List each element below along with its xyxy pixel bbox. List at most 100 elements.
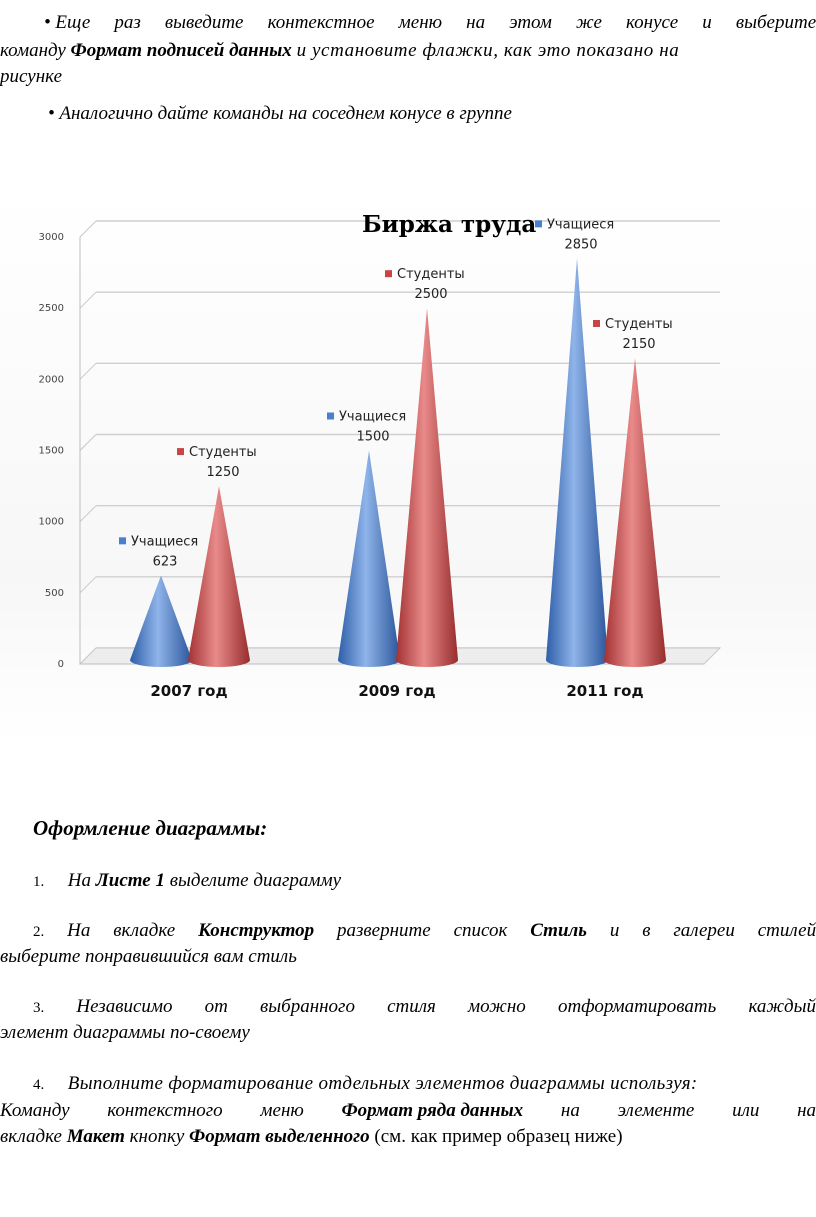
- data-label-value: 1250: [206, 465, 239, 480]
- step-number: 2.: [33, 924, 45, 940]
- data-label-value: 2500: [414, 287, 447, 302]
- gridline-edge: [79, 220, 97, 238]
- word: отформатировать: [557, 996, 717, 1017]
- step-4-line-1: 4. Выполните форматирование отдельных эл…: [33, 1073, 698, 1095]
- word: вкладке: [113, 920, 176, 941]
- gridline-edge: [79, 362, 97, 380]
- data-label-series: Учащиеся: [131, 534, 198, 549]
- text: (см. как пример образец ниже): [374, 1126, 623, 1147]
- word: выбранного: [260, 996, 355, 1017]
- word: и: [702, 12, 712, 33]
- gridline-edge: [79, 576, 97, 594]
- cone-Учащиеся: [130, 575, 192, 667]
- bullet-1-line-2: команду Формат подписей данных и установ…: [0, 40, 679, 62]
- y-tick-label: 3000: [39, 232, 64, 243]
- word: каждый: [748, 996, 816, 1017]
- word: на: [466, 12, 486, 33]
- x-category-label: 2007 год: [150, 682, 227, 700]
- x-category-label: 2009 год: [358, 682, 435, 700]
- gridline-edge: [79, 434, 97, 451]
- step-4-line-3: вкладке Макет кнопку Формат выделенного …: [0, 1126, 623, 1148]
- bold-text: Макет: [66, 1126, 125, 1147]
- bullet-1-line-3: рисунке: [0, 66, 63, 87]
- text: кнопку: [129, 1126, 185, 1147]
- word: этом: [509, 12, 552, 33]
- y-tick-label: 2500: [39, 303, 64, 314]
- data-label-value: 2150: [622, 337, 655, 352]
- y-tick-label: 1500: [39, 446, 64, 457]
- cone-Учащиеся: [338, 450, 400, 667]
- data-label-value: 2850: [564, 237, 597, 252]
- legend-key: [385, 270, 392, 278]
- word: и: [609, 920, 620, 941]
- cone-Учащиеся: [546, 258, 608, 667]
- word: Команду: [0, 1100, 70, 1121]
- step-number: 3.: [33, 1000, 45, 1016]
- bold-word: Конструктор: [198, 920, 315, 941]
- text: и установите флажки, как это показано на: [296, 40, 680, 61]
- data-label-series: Учащиеся: [339, 410, 406, 425]
- text: Выполните форматирование отдельных элеме…: [67, 1073, 698, 1094]
- chart-svg: 0 500 1000 1500 2000 2500 3000 2007 год Учащиес…: [39, 211, 722, 700]
- word: или: [732, 1100, 760, 1121]
- legend-key: [177, 448, 184, 456]
- cones: [130, 258, 666, 667]
- bold-text: Формат подписей данных: [70, 40, 292, 61]
- step-1: 1. На Листе 1 выделите диаграмму: [33, 870, 341, 892]
- y-tick-label: 0: [58, 659, 64, 670]
- data-label-value: 1500: [356, 430, 389, 445]
- word: разверните: [337, 920, 431, 941]
- step-3-line-1: 3. Независимо от выбранного стиля можно …: [33, 996, 816, 1018]
- step-2-line-2: выберите понравившийся вам стиль: [0, 946, 297, 967]
- word: На: [67, 920, 91, 941]
- word: же: [576, 12, 602, 33]
- word: выберите: [735, 12, 816, 33]
- legend-key: [327, 412, 334, 420]
- chart-title: Биржа труда: [362, 211, 536, 238]
- word: элементе: [617, 1100, 695, 1121]
- bold-word: Формат ряда данных: [341, 1100, 524, 1121]
- section-heading: Оформление диаграммы:: [33, 816, 268, 840]
- labels: 2007 год Учащиеся 623 Студенты 1250 2009 год У…: [119, 217, 673, 700]
- text: выделите диаграмму: [169, 870, 342, 891]
- word: Независимо: [76, 996, 173, 1017]
- cone-Студенты: [396, 308, 458, 667]
- y-tick-label: 1000: [39, 517, 64, 528]
- text: На: [67, 870, 91, 891]
- gridline-edge: [79, 505, 97, 523]
- word: в: [642, 920, 651, 941]
- cone-Студенты: [188, 486, 250, 667]
- bold-word: Стиль: [530, 920, 587, 941]
- bold-text: Листе 1: [95, 870, 165, 891]
- step-2-line-1: 2. На вкладке Конструктор разверните спи…: [33, 920, 816, 942]
- bold-text: Формат выделенного: [189, 1126, 370, 1147]
- text: вкладке: [0, 1126, 62, 1147]
- bullet-2: • Аналогично дайте команды на соседнем к…: [48, 103, 512, 124]
- legend-key: [119, 537, 126, 545]
- word: список: [453, 920, 508, 941]
- word: раз: [114, 12, 141, 33]
- step-4-line-2: Команду контекстного меню Формат ряда да…: [0, 1100, 816, 1122]
- bullet-1-line-1: • Еще раз выведите контекстное меню на э…: [44, 12, 816, 34]
- word: контекстного: [107, 1100, 223, 1121]
- legend-key: [593, 319, 600, 327]
- step-3-line-2: элемент диаграммы по-своему: [0, 1022, 250, 1043]
- word: стилей: [757, 920, 816, 941]
- word: • Еще: [44, 12, 91, 33]
- word: на: [560, 1100, 580, 1121]
- word: стиля: [387, 996, 436, 1017]
- cone-Студенты: [604, 357, 666, 667]
- text: команду: [0, 40, 66, 61]
- chart: 0 500 1000 1500 2000 2500 3000 2007 год Учащиес…: [0, 188, 816, 745]
- word: можно: [468, 996, 526, 1017]
- data-label-series: Студенты: [189, 445, 257, 460]
- word: конусе: [626, 12, 679, 33]
- data-label-value: 623: [153, 554, 178, 569]
- word: меню: [260, 1100, 304, 1121]
- word: на: [797, 1100, 816, 1121]
- step-number: 1.: [33, 874, 45, 890]
- y-tick-label: 2000: [39, 374, 64, 385]
- word: галереи: [673, 920, 735, 941]
- word: от: [204, 996, 228, 1017]
- legend-key: [535, 220, 542, 228]
